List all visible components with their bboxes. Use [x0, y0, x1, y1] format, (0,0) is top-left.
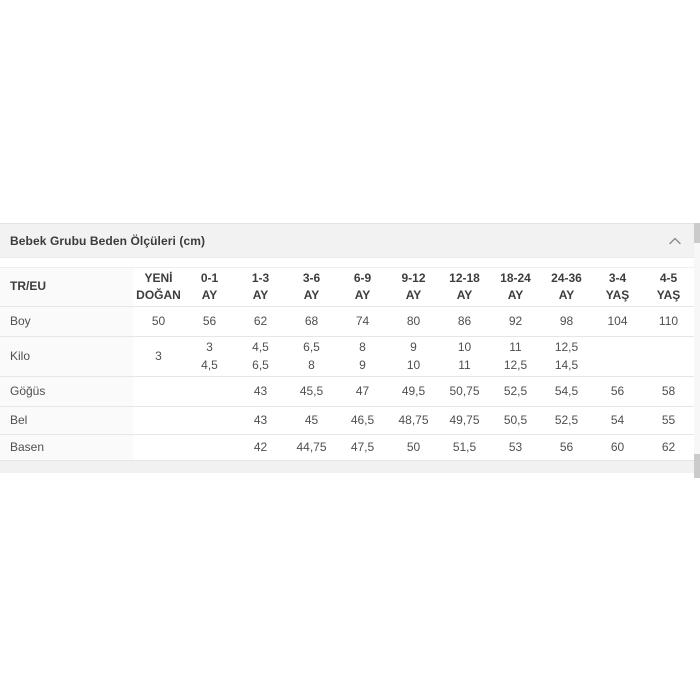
size-value-cell: 56	[541, 435, 592, 461]
size-value-cell: 49,5	[388, 377, 439, 407]
column-header-cell: 24-36 AY	[541, 267, 592, 307]
size-value-cell	[643, 337, 694, 377]
size-value-cell: 60	[592, 435, 643, 461]
size-chart-table: TR/EU YENİ DOĞAN 0-1 AY 1-3 AY 3-6 AY 6-…	[0, 267, 694, 461]
size-value-cell	[133, 435, 184, 461]
column-header-cell: 12-18 AY	[439, 267, 490, 307]
size-value-cell: 49,75	[439, 407, 490, 435]
accordion-title: Bebek Grubu Beden Ölçüleri (cm)	[10, 233, 206, 248]
size-value-cell: 86	[439, 307, 490, 337]
panel-footer-strip	[0, 461, 694, 473]
size-value-cell: 4,5 6,5	[235, 337, 286, 377]
column-header-cell: 3-4 YAŞ	[592, 267, 643, 307]
size-value-cell: 45,5	[286, 377, 337, 407]
size-value-cell: 110	[643, 307, 694, 337]
size-value-cell: 98	[541, 307, 592, 337]
scrollbar-thumb[interactable]	[694, 454, 700, 478]
row-label-cell: Boy	[0, 307, 133, 337]
size-chart-accordion-header[interactable]: Bebek Grubu Beden Ölçüleri (cm)	[0, 223, 694, 258]
size-value-cell: 11 12,5	[490, 337, 541, 377]
row-label-cell: Kilo	[0, 337, 133, 377]
size-value-cell: 56	[592, 377, 643, 407]
chevron-up-icon[interactable]	[668, 234, 682, 248]
size-chart-panel: Bebek Grubu Beden Ölçüleri (cm) TR/EU YE…	[0, 223, 694, 473]
size-value-cell: 74	[337, 307, 388, 337]
size-value-cell: 68	[286, 307, 337, 337]
column-header-cell: 6-9 AY	[337, 267, 388, 307]
size-value-cell: 47,5	[337, 435, 388, 461]
size-value-cell: 51,5	[439, 435, 490, 461]
corner-header-cell: TR/EU	[0, 267, 133, 307]
size-value-cell	[133, 377, 184, 407]
size-value-cell: 3	[133, 337, 184, 377]
size-value-cell: 43	[235, 407, 286, 435]
size-value-cell: 50	[133, 307, 184, 337]
size-value-cell: 10 11	[439, 337, 490, 377]
size-value-cell: 9 10	[388, 337, 439, 377]
size-value-cell: 52,5	[490, 377, 541, 407]
size-value-cell: 43	[235, 377, 286, 407]
size-value-cell: 8 9	[337, 337, 388, 377]
size-value-cell: 45	[286, 407, 337, 435]
size-value-cell: 53	[490, 435, 541, 461]
size-value-cell: 55	[643, 407, 694, 435]
size-value-cell: 104	[592, 307, 643, 337]
scrollbar-thumb[interactable]	[694, 223, 700, 243]
size-value-cell	[184, 407, 235, 435]
size-value-cell: 92	[490, 307, 541, 337]
size-value-cell: 6,5 8	[286, 337, 337, 377]
row-label-cell: Bel	[0, 407, 133, 435]
column-header-cell: 1-3 AY	[235, 267, 286, 307]
column-header-cell: 4-5 YAŞ	[643, 267, 694, 307]
row-label-cell: Basen	[0, 435, 133, 461]
size-value-cell	[184, 377, 235, 407]
size-value-cell: 52,5	[541, 407, 592, 435]
row-label-cell: Göğüs	[0, 377, 133, 407]
size-value-cell	[592, 337, 643, 377]
column-header-cell: 3-6 AY	[286, 267, 337, 307]
size-value-cell: 58	[643, 377, 694, 407]
column-header-cell: 9-12 AY	[388, 267, 439, 307]
size-value-cell: 3 4,5	[184, 337, 235, 377]
size-value-cell: 44,75	[286, 435, 337, 461]
scrollbar-track[interactable]	[694, 223, 700, 478]
size-value-cell: 80	[388, 307, 439, 337]
size-value-cell: 50,75	[439, 377, 490, 407]
size-value-cell: 62	[643, 435, 694, 461]
size-value-cell: 54	[592, 407, 643, 435]
size-value-cell	[133, 407, 184, 435]
size-value-cell: 50,5	[490, 407, 541, 435]
size-value-cell: 54,5	[541, 377, 592, 407]
panel-spacer	[0, 258, 694, 267]
size-value-cell: 12,5 14,5	[541, 337, 592, 377]
size-value-cell: 46,5	[337, 407, 388, 435]
size-value-cell: 62	[235, 307, 286, 337]
column-header-cell: YENİ DOĞAN	[133, 267, 184, 307]
size-value-cell: 50	[388, 435, 439, 461]
size-value-cell: 56	[184, 307, 235, 337]
size-value-cell: 47	[337, 377, 388, 407]
column-header-cell: 0-1 AY	[184, 267, 235, 307]
column-header-cell: 18-24 AY	[490, 267, 541, 307]
size-value-cell: 48,75	[388, 407, 439, 435]
size-value-cell: 42	[235, 435, 286, 461]
size-value-cell	[184, 435, 235, 461]
